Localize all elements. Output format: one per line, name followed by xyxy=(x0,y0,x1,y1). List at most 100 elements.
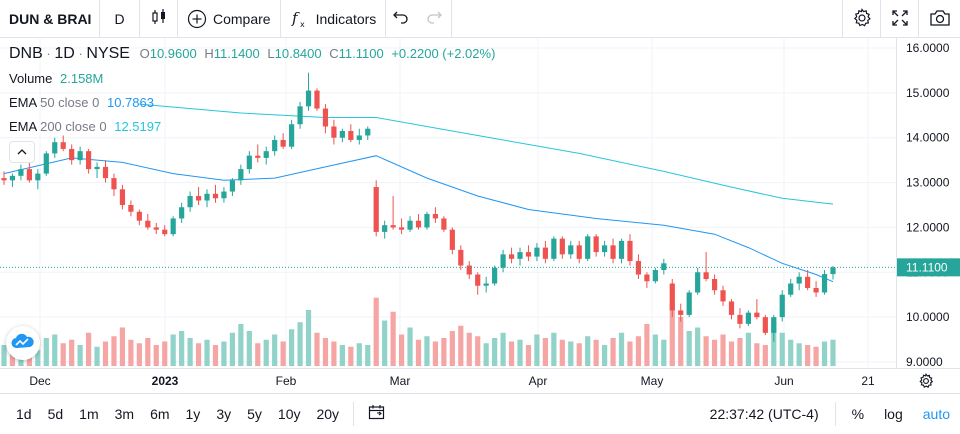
volume-bar xyxy=(128,339,134,366)
go-to-date-button[interactable] xyxy=(360,404,394,423)
range-button-1m[interactable]: 1m xyxy=(79,405,99,422)
time-axis-labels: Dec 2023 Feb Mar Apr May Jun 21 xyxy=(29,374,875,388)
volume-bar xyxy=(322,338,329,366)
range-button-1y[interactable]: 1y xyxy=(185,405,201,422)
axis-settings-button[interactable] xyxy=(918,372,934,394)
cloud-logo-icon xyxy=(11,333,35,354)
percent-scale-toggle[interactable]: % xyxy=(851,406,865,422)
undo-button[interactable] xyxy=(386,0,416,38)
candle-body xyxy=(373,187,379,232)
ema50-legend[interactable]: EMA 50 close 0 10.7863 xyxy=(9,95,154,110)
volume-bar xyxy=(652,334,658,366)
range-button-10y[interactable]: 10y xyxy=(277,405,301,422)
range-button-1d[interactable]: 1d xyxy=(16,405,32,422)
candles-icon xyxy=(150,8,168,29)
fullscreen-button[interactable] xyxy=(880,0,918,38)
candle-body xyxy=(77,151,83,161)
price-chart[interactable] xyxy=(0,38,896,368)
volume-bar xyxy=(805,345,811,366)
volume-bar xyxy=(500,332,506,366)
candle-body xyxy=(187,196,193,208)
redo-button[interactable] xyxy=(416,0,453,38)
candle-body xyxy=(661,263,667,271)
collapse-legend-button[interactable] xyxy=(9,141,35,163)
volume-bar xyxy=(145,338,151,366)
range-button-3m[interactable]: 3m xyxy=(114,405,135,422)
clock-time[interactable]: 22:37:42 (UTC-4) xyxy=(709,406,819,422)
chart-pane[interactable]: DNB · 1D · NYSE O10.9600 H11.1400 L10.84… xyxy=(0,38,896,368)
candle-body xyxy=(762,317,768,333)
candle-body xyxy=(644,274,650,282)
volume-bar xyxy=(9,348,16,366)
candle-body xyxy=(585,236,591,259)
ema50-label: EMA xyxy=(9,95,37,110)
volume-bar xyxy=(255,343,261,366)
candle-body xyxy=(576,245,582,259)
auto-scale-toggle[interactable]: auto xyxy=(922,406,950,422)
time-tick-label: 2023 xyxy=(152,374,179,388)
candle-body xyxy=(703,272,709,280)
price-tick-label: 13.0000 xyxy=(906,176,950,190)
ema200-legend[interactable]: EMA 200 close 0 12.5197 xyxy=(9,119,161,134)
time-axis[interactable]: Dec 2023 Feb Mar Apr May Jun 21 xyxy=(0,368,960,393)
date-range-buttons: 1d 5d 1m 3m 6m 1y 3y 5y 10y 20y xyxy=(0,406,347,422)
range-button-6m[interactable]: 6m xyxy=(150,405,170,422)
volume-bar xyxy=(602,345,608,366)
volume-legend[interactable]: Volume 2.158M xyxy=(9,71,103,86)
candle-body xyxy=(669,283,675,311)
volume-bar xyxy=(788,339,794,366)
candle-body xyxy=(424,213,430,228)
compare-button[interactable]: Compare xyxy=(178,0,281,38)
divider xyxy=(834,402,836,426)
range-button-3y[interactable]: 3y xyxy=(216,405,232,422)
volume-bar xyxy=(187,338,193,366)
snapshot-button[interactable] xyxy=(918,0,960,38)
candle-body xyxy=(610,245,616,259)
low-label: L xyxy=(267,46,275,61)
volume-bar xyxy=(695,327,701,366)
range-button-20y[interactable]: 20y xyxy=(316,405,340,422)
tradingview-logo[interactable] xyxy=(6,326,40,360)
candle-body xyxy=(788,283,794,295)
volume-bar xyxy=(373,297,379,366)
volume-bar xyxy=(272,334,278,366)
price-axis[interactable]: 16.000015.000014.000013.000012.000011.00… xyxy=(896,38,960,369)
chart-style-button[interactable] xyxy=(140,0,178,38)
candle-body xyxy=(43,153,49,174)
candle-body xyxy=(525,252,532,257)
change-value: +0.2200 (+2.02%) xyxy=(391,46,496,61)
candle-body xyxy=(771,317,777,333)
volume-bar xyxy=(754,343,760,366)
candle-body xyxy=(179,207,185,219)
symbol-search[interactable]: DUN & BRAI xyxy=(0,0,100,38)
candle-body xyxy=(821,274,828,293)
volume-bar xyxy=(212,345,219,366)
settings-button[interactable] xyxy=(842,0,880,38)
range-button-5y[interactable]: 5y xyxy=(247,405,262,422)
volume-bar xyxy=(796,343,802,366)
candle-body xyxy=(745,312,752,324)
volume-value: 2.158M xyxy=(60,71,104,86)
candle-body xyxy=(272,139,278,152)
candle-body xyxy=(136,211,142,221)
volume-bar xyxy=(221,341,227,366)
volume-bar xyxy=(475,336,481,366)
volume-bar xyxy=(52,334,58,366)
legend-dot: · xyxy=(78,46,87,61)
open-value: 10.9600 xyxy=(149,46,197,61)
volume-bar xyxy=(170,334,176,366)
price-tick-label: 15.0000 xyxy=(906,86,950,100)
interval-selector[interactable]: D xyxy=(100,0,140,38)
candle-body xyxy=(111,178,117,190)
log-scale-toggle[interactable]: log xyxy=(884,406,903,422)
candle-body xyxy=(356,135,362,140)
candle-body xyxy=(289,124,295,147)
last-price-badge xyxy=(897,258,960,277)
range-button-5d[interactable]: 5d xyxy=(47,405,64,422)
candle-body xyxy=(441,218,447,230)
candle-body xyxy=(246,155,252,170)
volume-bar xyxy=(263,339,269,366)
svg-text:f: f xyxy=(291,9,300,27)
